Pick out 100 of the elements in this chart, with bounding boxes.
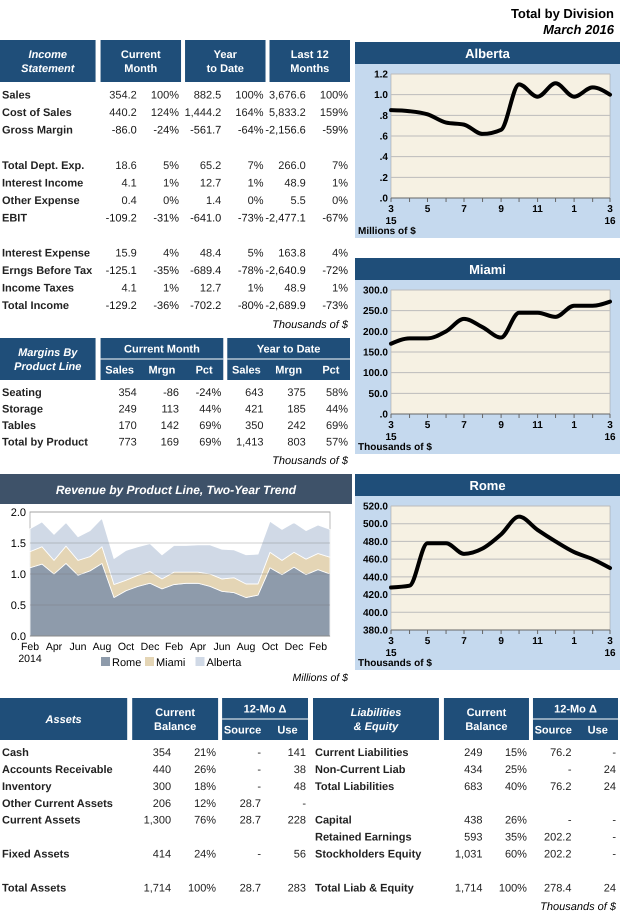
x-tick-label: 11 <box>532 636 544 647</box>
text: Millions of $ <box>292 672 348 684</box>
y-tick-label: 1.2 <box>374 70 388 80</box>
data-label: -561.7 <box>190 124 222 137</box>
text: Current Balance <box>465 707 508 733</box>
text: Income Statement <box>21 49 76 75</box>
data-label: -2,640.9 <box>265 265 306 278</box>
data-label: 21% <box>194 747 216 760</box>
y-tick-label: 250.0 <box>362 306 388 318</box>
data-label: 882.5 <box>194 90 222 102</box>
x-tick-label: 9 <box>498 636 504 647</box>
y-tick-label: .2 <box>380 172 388 184</box>
y-tick-label: 1.0 <box>10 569 26 581</box>
data-label: 4.1 <box>122 177 137 190</box>
y-tick-label: .8 <box>380 110 388 122</box>
y-tick-label: 380.0 <box>362 626 388 636</box>
data-label: 202.2 <box>544 848 572 860</box>
category-label: Cash <box>2 747 30 760</box>
text: 12-Mo Δ <box>244 704 287 716</box>
data-label: 1,413 <box>236 436 264 448</box>
data-label: 24 <box>604 882 616 894</box>
y-tick-label: 100.0 <box>362 368 388 380</box>
y-tick-label: 480.0 <box>362 536 388 548</box>
x-tick-label: 7 <box>461 204 468 215</box>
data-label: 3,676.6 <box>269 90 306 102</box>
data-label: - <box>568 814 572 827</box>
text: Pct <box>196 364 214 376</box>
data-label: -36% <box>153 300 180 312</box>
y-tick-label: 1.0 <box>374 90 388 102</box>
data-label: 0% <box>163 194 180 207</box>
data-label: 249 <box>118 403 137 416</box>
category-label: Erngs Before Tax <box>2 265 94 278</box>
data-label: -31% <box>153 212 180 224</box>
data-label: 38 <box>294 764 306 776</box>
data-label: 24% <box>194 848 216 860</box>
data-label: 100% <box>150 90 180 102</box>
data-label: 12.7 <box>200 177 222 190</box>
data-label: 26% <box>194 764 216 776</box>
data-label: - <box>257 848 262 860</box>
data-label: 44% <box>326 403 348 416</box>
text: Liabilities & Equity <box>350 707 402 733</box>
data-label: -2,156.6 <box>265 124 306 137</box>
text: Sales <box>105 364 134 376</box>
data-label: 5% <box>163 160 180 172</box>
data-label: 170 <box>118 420 137 432</box>
data-label: -129.2 <box>106 300 137 312</box>
data-label: 773 <box>118 436 137 448</box>
data-label: 228 <box>288 814 306 827</box>
data-label: - <box>612 814 616 827</box>
data-label: -2,477.1 <box>265 212 306 224</box>
data-label: 185 <box>287 403 306 416</box>
category-label: EBIT <box>2 212 28 224</box>
data-label: 28.7 <box>240 798 262 810</box>
text: Year to Date <box>256 344 320 356</box>
x-tick-label: 5 <box>424 636 431 647</box>
y-tick-label: 300.0 <box>362 286 388 296</box>
x-tick-label: 1 <box>571 204 578 215</box>
data-label: 28.7 <box>240 882 262 894</box>
data-label: 440 <box>152 764 172 776</box>
data-label: 69% <box>326 420 348 432</box>
category-label: Fixed Assets <box>2 848 70 860</box>
y-tick-label: .6 <box>380 132 388 142</box>
x-tick-label: 11 <box>532 420 544 431</box>
text: Source <box>534 724 572 736</box>
data-label: 1% <box>332 177 348 190</box>
data-label: 163.8 <box>278 247 306 260</box>
data-label: 76.2 <box>550 780 572 793</box>
data-label: 1% <box>163 177 180 190</box>
data-label: 266.0 <box>278 160 306 172</box>
data-label: 206 <box>152 798 172 810</box>
data-label: -641.0 <box>190 212 222 224</box>
data-label: -64% <box>238 124 264 137</box>
category-label: Interest Income <box>2 177 84 190</box>
data-label: 15% <box>504 747 528 760</box>
data-label: 0% <box>248 194 264 207</box>
x-tick-label: 3 15 <box>385 636 397 659</box>
data-label: 1,031 <box>454 848 482 860</box>
data-label: 18% <box>194 780 216 793</box>
x-tick-label: Feb <box>308 641 328 653</box>
data-label: 28.7 <box>240 814 262 827</box>
data-label: 283 <box>288 882 306 894</box>
data-label: 0% <box>332 194 348 207</box>
y-tick-label: .0 <box>380 410 388 420</box>
category-label: Other Expense <box>2 194 80 207</box>
data-label: -125.1 <box>106 265 137 278</box>
y-tick-label: 0.5 <box>10 600 26 612</box>
data-label: 350 <box>245 420 264 432</box>
data-label: 300 <box>152 780 172 793</box>
data-label: 4% <box>163 247 180 260</box>
data-label: 354 <box>152 747 172 760</box>
y-tick-label: 400.0 <box>362 608 388 619</box>
x-tick-label: 11 <box>532 204 544 215</box>
data-label: 354.2 <box>109 90 137 102</box>
y-tick-label: 2.0 <box>10 507 26 519</box>
x-tick-label: Aug <box>236 641 256 653</box>
text: Total by Division <box>510 6 614 21</box>
y-tick-label: .4 <box>380 152 388 164</box>
data-label: - <box>612 832 616 844</box>
data-label: 141 <box>288 747 306 760</box>
x-tick-label: 9 <box>498 420 504 431</box>
